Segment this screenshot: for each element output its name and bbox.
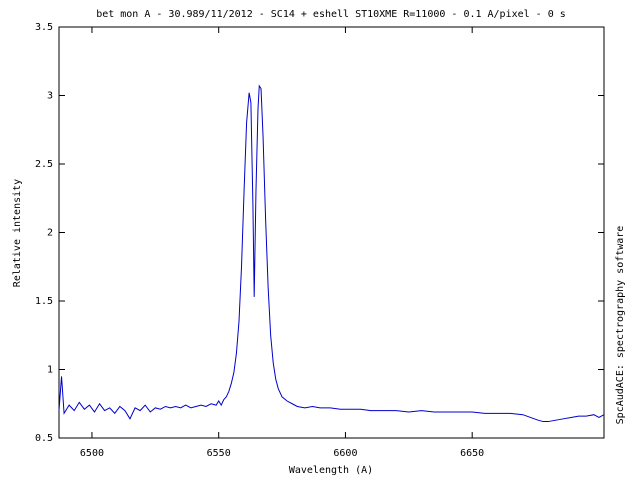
x-tick-label: 6600 [333, 448, 357, 459]
y-tick-label: 1.5 [35, 296, 53, 307]
x-tick-label: 6650 [460, 448, 484, 459]
chart-title: bet mon A - 30.989/11/2012 - SC14 + eshe… [96, 9, 566, 20]
y-axis-label: Relative intensity [12, 179, 23, 287]
spectrum-line [58, 84, 605, 423]
x-tick-label: 6550 [207, 448, 231, 459]
x-axis-label: Wavelength (A) [289, 465, 373, 476]
y-tick-label: 3.5 [35, 22, 53, 33]
y-tick-label: 1 [47, 365, 53, 376]
plot-frame [58, 26, 605, 439]
y-tick-label: 0.5 [35, 433, 53, 444]
y-tick-label: 3 [47, 91, 53, 102]
x-tick-label: 6500 [80, 448, 104, 459]
side-note: SpcAudACE: spectrography software [615, 226, 626, 425]
y-tick-label: 2 [47, 228, 53, 239]
y-tick-label: 2.5 [35, 159, 53, 170]
